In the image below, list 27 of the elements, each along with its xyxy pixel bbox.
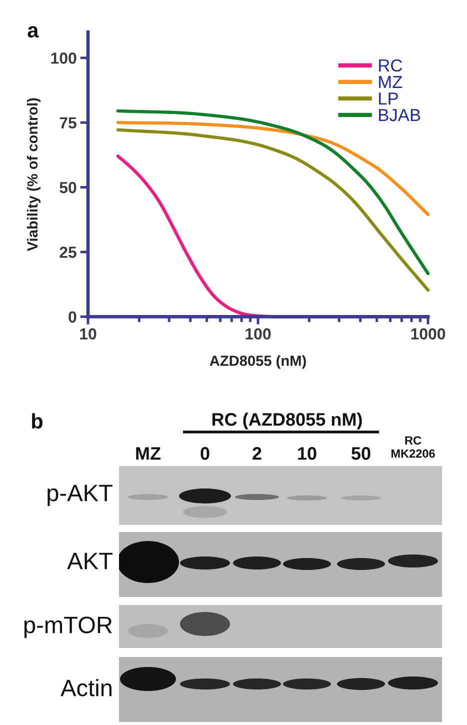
text: p-AKT xyxy=(48,484,112,506)
text: 0 xyxy=(200,447,210,460)
x-tick-label: 10 xyxy=(80,328,96,340)
legend-label: BJAB xyxy=(379,109,420,122)
legend-label: LP xyxy=(379,92,398,105)
text: 10 xyxy=(298,447,316,460)
y-tick-label: 50 xyxy=(60,182,76,194)
text: AKT xyxy=(67,552,112,570)
text: Actin xyxy=(60,678,112,696)
legend-label: MZ xyxy=(379,76,402,88)
y-tick-label: 100 xyxy=(51,52,76,64)
x-tick-label: 1000 xyxy=(411,328,446,340)
y-tick-label: 0 xyxy=(68,311,76,323)
text: RC (AZD8055 nM) xyxy=(212,412,362,430)
text: 2 xyxy=(252,447,262,460)
legend-label: RC xyxy=(379,59,402,72)
text: 50 xyxy=(352,447,370,460)
x-tick-label: 100 xyxy=(246,328,271,340)
text: MZ xyxy=(136,447,161,460)
text: b xyxy=(32,413,43,429)
x-axis-title: AZD8055 (nM) xyxy=(210,355,306,369)
y-axis-title: Viability (% of control) xyxy=(26,98,41,252)
text: RC MK2206 xyxy=(391,436,435,458)
y-tick-label: 75 xyxy=(60,117,76,129)
y-tick-label: 25 xyxy=(60,246,76,258)
text: p-mTOR xyxy=(24,616,112,638)
chart-title: a xyxy=(28,26,39,38)
